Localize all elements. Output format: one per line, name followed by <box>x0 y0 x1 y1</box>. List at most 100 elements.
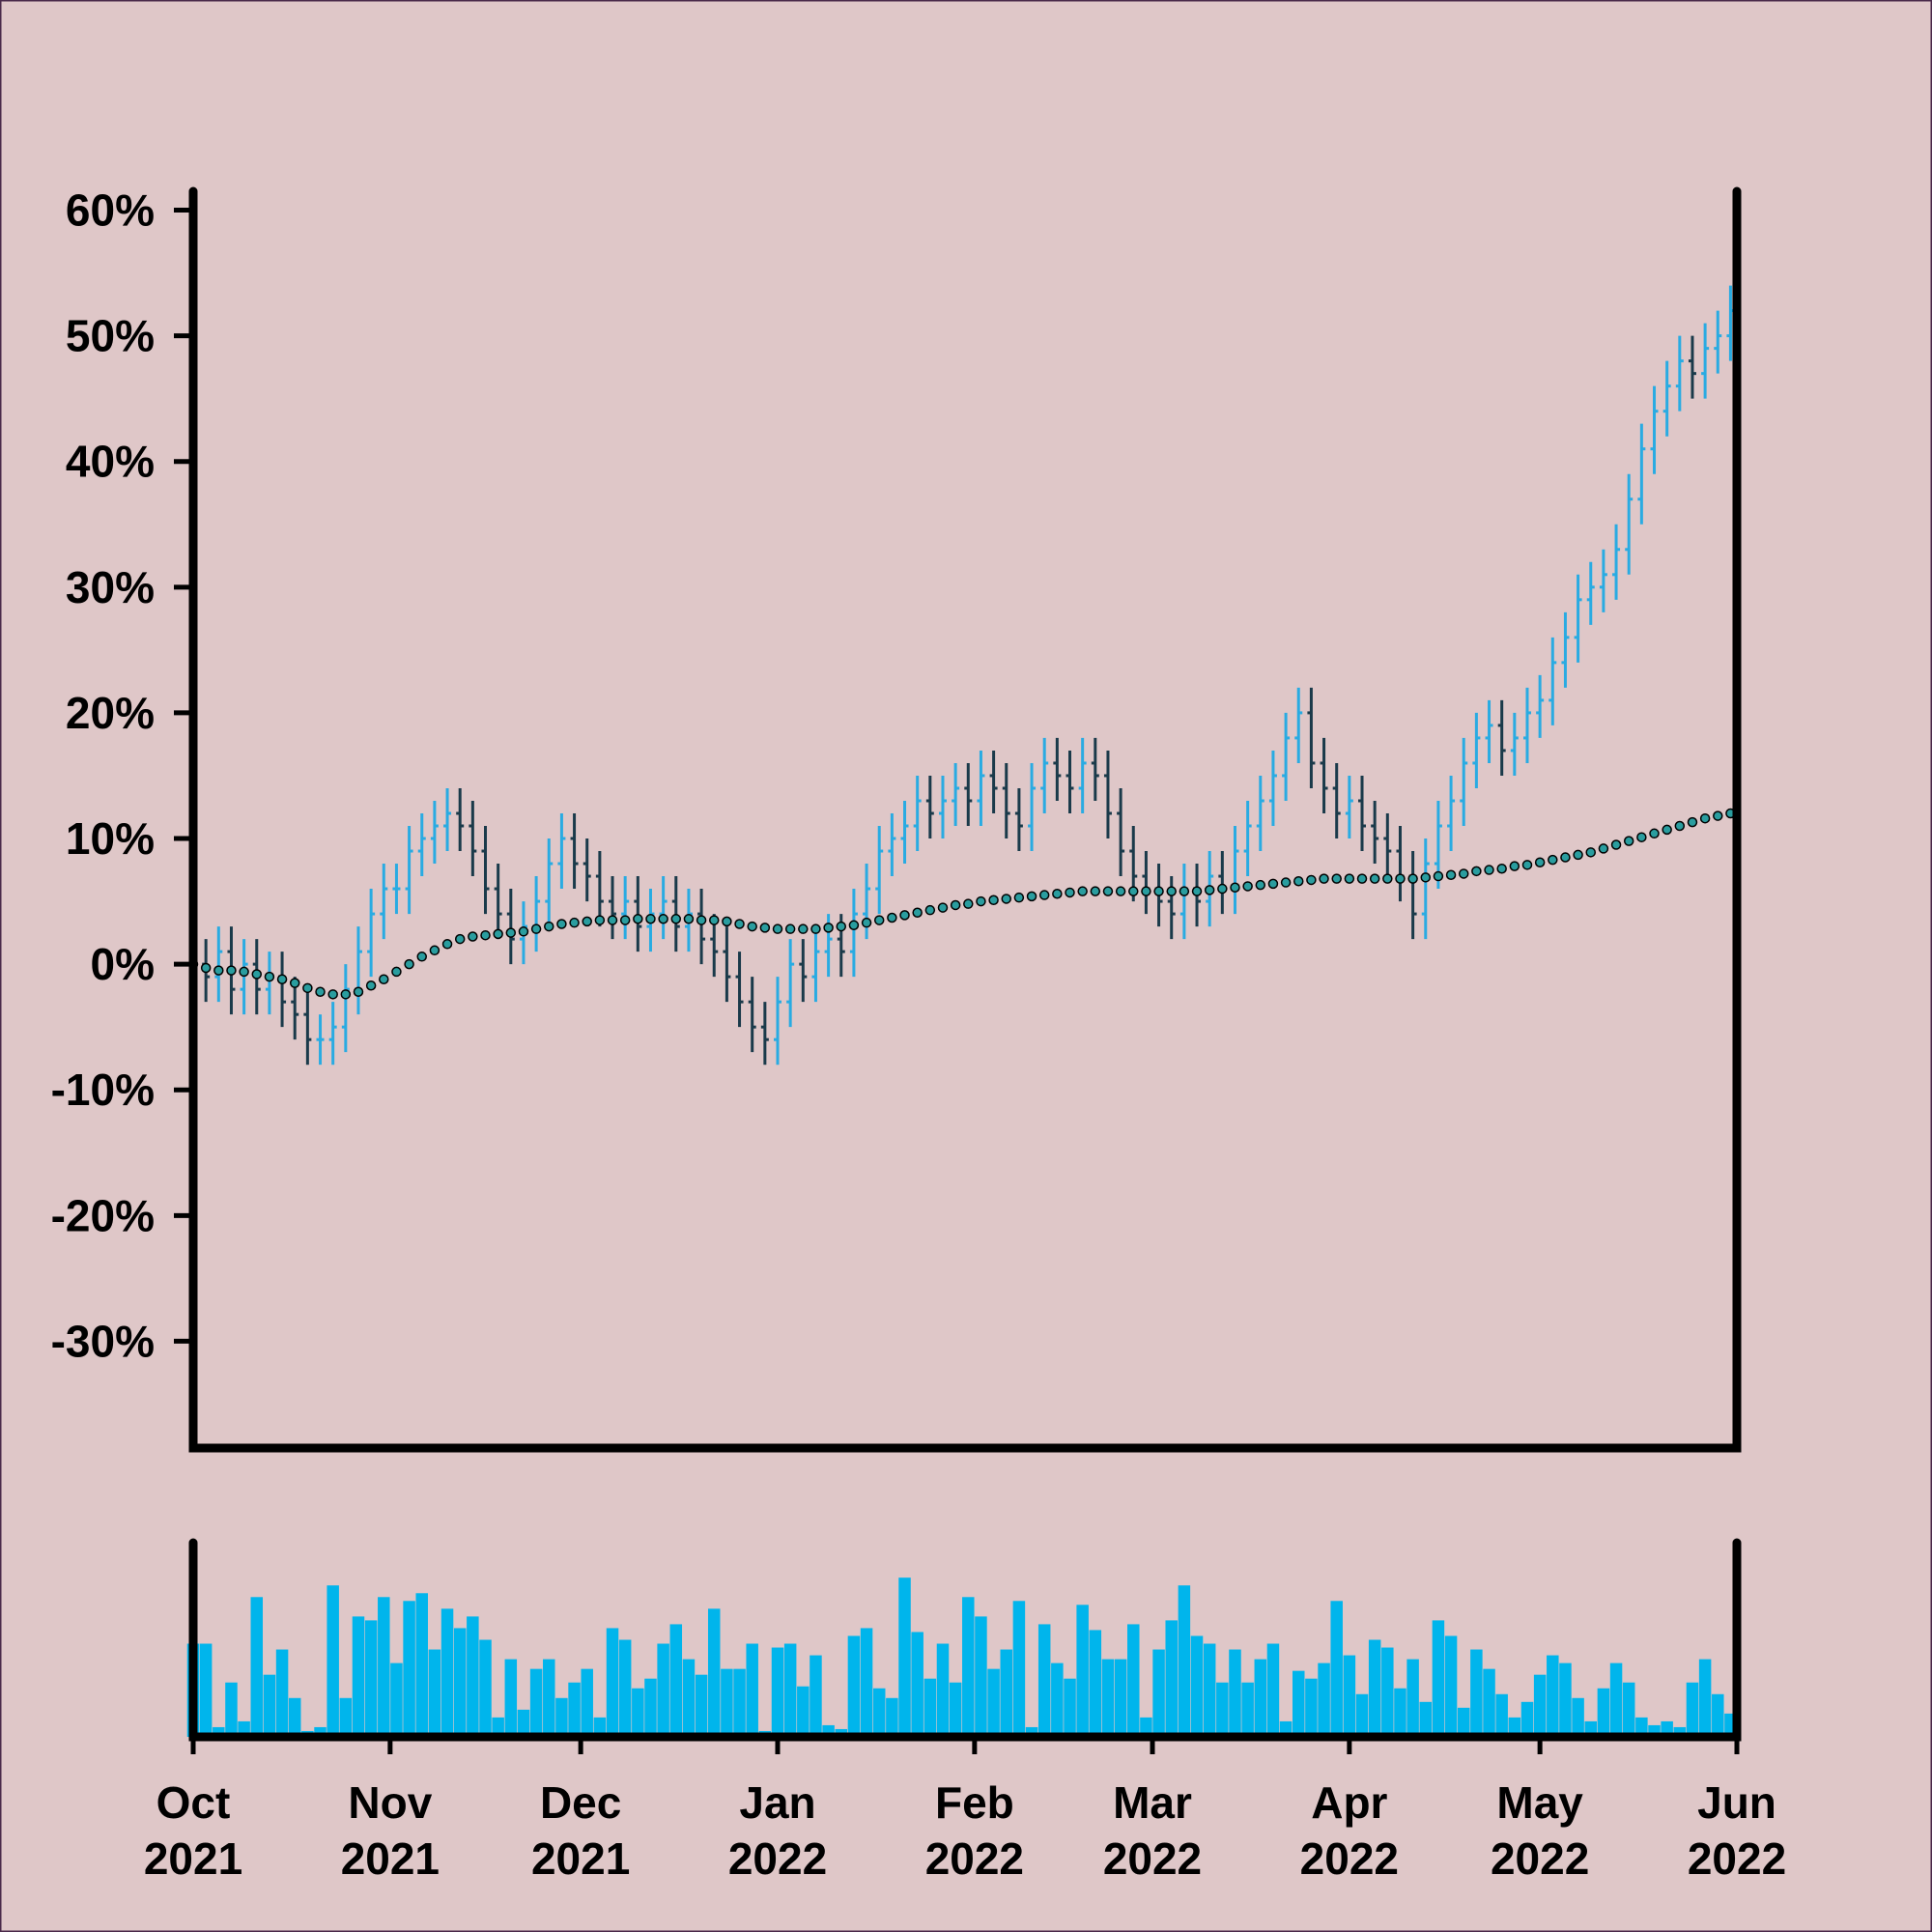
ohlc-bar <box>1522 687 1531 763</box>
x-tick-label-line: 2022 <box>1103 1833 1202 1884</box>
x-tick-label-line: Feb <box>935 1777 1014 1828</box>
ohlc-bar <box>1637 423 1646 525</box>
volume-bar <box>581 1668 593 1737</box>
ohlc-bar <box>469 800 477 877</box>
moving-average-dot <box>1674 820 1686 832</box>
x-tick-label-line: 2022 <box>1491 1833 1589 1884</box>
moving-average-dot <box>1090 886 1101 896</box>
volume-bar <box>1432 1620 1445 1737</box>
volume-bar <box>644 1678 657 1737</box>
ohlc-bar <box>1053 737 1062 801</box>
x-tick-label: Oct 2021 <box>144 1777 242 1884</box>
ohlc-bar <box>1714 310 1722 374</box>
volume-bar <box>1520 1701 1534 1737</box>
x-tick-label: Jan 2022 <box>728 1777 827 1884</box>
volume-bar <box>1114 1659 1127 1737</box>
ohlc-bar <box>1561 611 1570 688</box>
moving-average-dot <box>937 902 949 913</box>
volume-bar <box>1483 1668 1495 1737</box>
moving-average-dot <box>340 989 352 1000</box>
y-tick-label: 0% <box>91 939 155 989</box>
volume-bar <box>543 1659 555 1737</box>
moving-average-dot <box>441 939 453 950</box>
volume-bar <box>1127 1624 1140 1737</box>
moving-average-dot <box>747 921 757 932</box>
volume-bar <box>314 1726 327 1737</box>
moving-average-dot <box>836 921 847 932</box>
x-tick-label-line: Mar <box>1113 1777 1192 1828</box>
y-tick-label: 50% <box>66 311 155 361</box>
x-tick-label: Dec 2021 <box>531 1777 630 1884</box>
ohlc-bar <box>1345 775 1353 839</box>
ohlc-bar <box>1599 549 1607 612</box>
moving-average-dot <box>530 923 542 934</box>
moving-average-dot <box>912 907 923 919</box>
volume-axis-frame <box>188 1538 1742 1742</box>
volume-bar <box>1368 1639 1381 1737</box>
volume-bar <box>555 1697 568 1737</box>
x-tick-label-line: 2022 <box>728 1833 827 1884</box>
volume-bar <box>1190 1635 1204 1737</box>
ohlc-bar <box>367 889 376 978</box>
ohlc-bar <box>1497 699 1506 776</box>
x-tick-label-line: 2022 <box>1300 1833 1399 1884</box>
volume-bar <box>1241 1682 1254 1737</box>
moving-average-dot <box>1166 886 1177 896</box>
moving-average-dot <box>1013 892 1025 903</box>
volume-bar <box>339 1697 353 1737</box>
moving-average-dot <box>988 895 999 906</box>
volume-bar <box>1037 1624 1051 1737</box>
moving-average-dot <box>416 952 427 962</box>
ohlc-bar <box>849 889 858 978</box>
moving-average-dot <box>1382 873 1393 884</box>
moving-average-dot <box>1636 832 1647 842</box>
y-tick-label: 20% <box>66 688 155 738</box>
moving-average-dot <box>1395 873 1406 884</box>
ohlc-bar <box>214 926 223 1003</box>
volume-bar <box>618 1639 632 1737</box>
moving-average-dot <box>1141 886 1151 896</box>
moving-average-dot <box>569 917 580 928</box>
ohlc-bar <box>494 864 502 940</box>
volume-bar <box>923 1678 937 1737</box>
moving-average-dot <box>1293 875 1304 887</box>
volume-bar <box>1470 1649 1483 1737</box>
volume-bar <box>517 1709 530 1737</box>
moving-average-dot <box>1610 839 1622 850</box>
moving-average-dot <box>645 914 656 924</box>
ohlc-bar <box>557 812 566 890</box>
moving-average-dot <box>810 923 821 934</box>
moving-average-dot <box>696 915 707 925</box>
moving-average-dot <box>391 966 402 978</box>
ohlc-bar <box>1383 812 1392 877</box>
ohlc-bar <box>417 812 426 877</box>
ohlc-bar <box>977 750 985 827</box>
volume-bar <box>1381 1647 1394 1737</box>
ohlc-bar <box>1358 775 1367 852</box>
volume-bar <box>1457 1707 1470 1737</box>
moving-average-dot <box>1242 881 1253 892</box>
moving-average-dot <box>1484 865 1494 875</box>
moving-average-dot <box>887 912 897 923</box>
volume-bar <box>721 1668 733 1737</box>
volume-bar <box>1101 1659 1115 1737</box>
ohlc-bar <box>1117 787 1125 877</box>
moving-average-dot <box>848 920 860 931</box>
moving-average-dot <box>1115 886 1126 896</box>
volume-bar <box>568 1682 581 1737</box>
moving-average-dot <box>1065 887 1075 898</box>
volume-bar <box>1686 1682 1699 1737</box>
x-tick-label-line: Jan <box>739 1777 815 1828</box>
x-tick-label-line: 2021 <box>531 1833 630 1884</box>
volume-bar <box>1572 1697 1584 1737</box>
volume-bar <box>1089 1630 1102 1737</box>
moving-average-dot <box>327 989 338 1000</box>
volume-bar <box>1140 1717 1152 1737</box>
moving-average-dot <box>899 910 910 921</box>
moving-average-dot <box>1662 824 1672 836</box>
moving-average-dot <box>658 914 668 924</box>
ohlc-bar <box>952 762 960 827</box>
volume-bar <box>213 1726 225 1737</box>
moving-average-dot <box>1204 885 1215 895</box>
moving-average-dot <box>708 915 720 925</box>
